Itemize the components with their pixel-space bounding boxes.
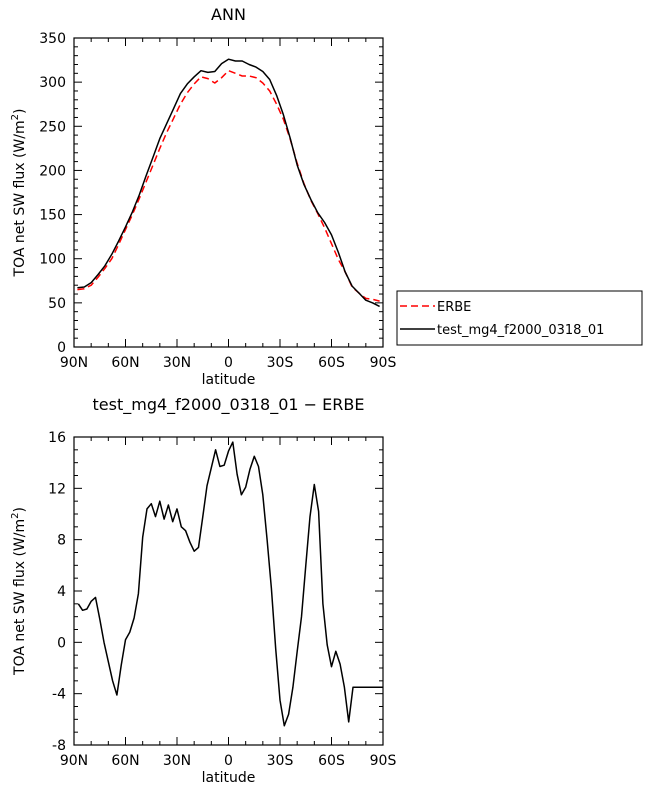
x-tick-label: 30N: [163, 753, 191, 769]
series-line-test-mg4-f2000-0318-01: [77, 58, 380, 308]
plot-frame: [73, 436, 384, 746]
chart-title: test_mg4_f2000_0318_01 − ERBE: [93, 395, 365, 415]
x-tick-label: 90S: [370, 753, 397, 769]
y-tick-label: 300: [39, 75, 66, 91]
x-tick-label: 90N: [60, 355, 88, 371]
y-axis-label: TOA net SW flux (W/m2): [10, 507, 28, 676]
y-tick-label: 200: [39, 163, 66, 179]
y-tick-label: 100: [39, 252, 66, 268]
x-tick-label: 60S: [318, 753, 345, 769]
y-tick-label: -4: [52, 687, 66, 703]
y-tick-label: 0: [57, 340, 66, 356]
series-line-1: [77, 441, 383, 727]
x-axis-label: latitude: [202, 372, 256, 388]
legend: ERBE test_mg4_f2000_0318_01: [396, 290, 643, 346]
y-tick-label: 250: [39, 119, 66, 135]
x-tick-label: 30S: [267, 753, 294, 769]
x-tick-label: 30S: [267, 355, 294, 371]
legend-label: ERBE: [437, 300, 471, 315]
y-tick-label: 4: [57, 584, 66, 600]
series-line-erbe: [77, 69, 380, 302]
x-tick-label: 60S: [318, 355, 345, 371]
x-tick-label: 60N: [111, 355, 139, 371]
y-axis-label: TOA net SW flux (W/m2): [10, 109, 28, 278]
plot-frame: [73, 37, 384, 348]
chart-panel-1: ANN 90N 60N 30N 0 30S 60S 90S 0 50 100 150 200 250 300…: [39, 5, 643, 388]
x-tick-label: 60N: [111, 753, 139, 769]
x-tick-label: 90N: [60, 753, 88, 769]
x-tick-label: 90S: [370, 355, 397, 371]
y-tick-label: 16: [48, 430, 66, 446]
legend-label: test_mg4_f2000_0318_01: [437, 323, 604, 338]
y-tick-label: 150: [39, 208, 66, 224]
x-axis-label: latitude: [202, 770, 256, 786]
legend-box: [396, 290, 643, 346]
chart-title: ANN: [211, 5, 246, 24]
x-tick-label: 0: [224, 753, 233, 769]
y-tick-label: 0: [57, 635, 66, 651]
y-tick-label: 50: [48, 296, 66, 312]
x-tick-label: 30N: [163, 355, 191, 371]
y-tick-label: 350: [39, 31, 66, 47]
chart-panel-2: test_mg4_f2000_0318_01 − ERBE 90N 60N 30N 0 3…: [48, 395, 396, 786]
x-tick-label: 0: [224, 355, 233, 371]
y-tick-label: -8: [52, 738, 66, 754]
y-tick-label: 8: [57, 533, 66, 549]
y-tick-label: 12: [48, 481, 66, 497]
